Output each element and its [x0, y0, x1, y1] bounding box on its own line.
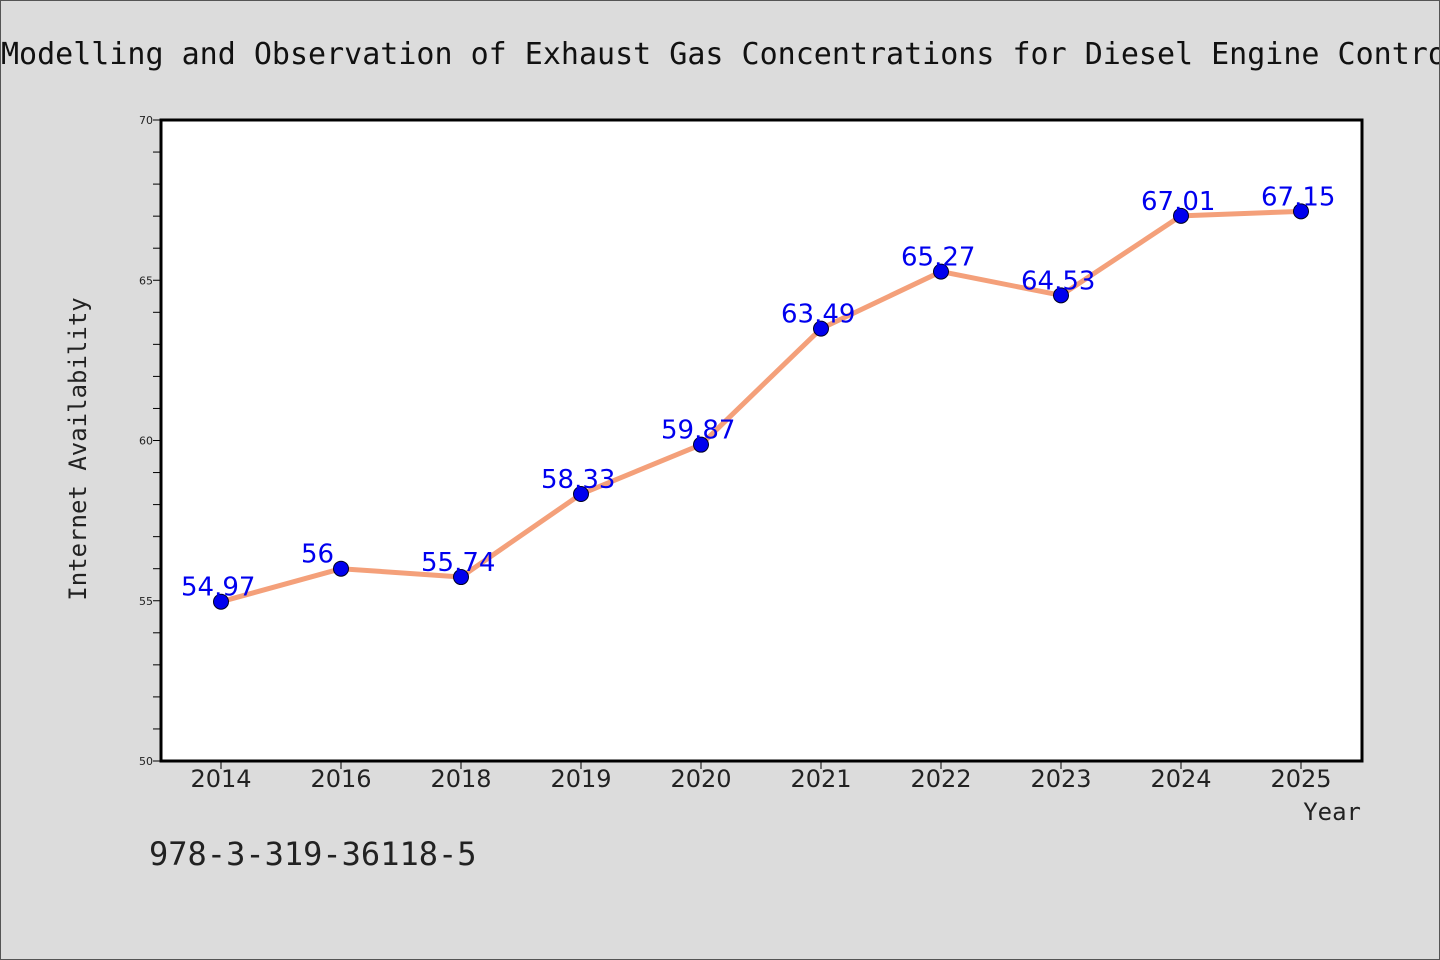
x-tick-label: 2021 — [790, 765, 851, 793]
data-point — [1053, 287, 1069, 304]
data-label: 67.01 — [1141, 187, 1215, 217]
data-label: 55.74 — [421, 548, 495, 578]
footnote-isbn: 978-3-319-36118-5 — [149, 835, 477, 873]
chart-title: Modelling and Observation of Exhaust Gas… — [1, 37, 1439, 72]
y-tick-label: 50 — [139, 755, 153, 768]
x-tick-label: 2025 — [1270, 765, 1331, 793]
y-tick-label: 65 — [139, 274, 153, 287]
x-tick-label: 2018 — [430, 765, 491, 793]
x-tick-label: 2014 — [190, 765, 251, 793]
x-tick-label: 2016 — [310, 765, 371, 793]
data-point — [213, 593, 229, 610]
data-label: 67.15 — [1261, 182, 1335, 212]
y-axis-label: Internet Availability — [64, 297, 92, 600]
data-label: 65.27 — [901, 243, 975, 273]
data-label: 63.49 — [781, 300, 855, 330]
data-point — [573, 486, 589, 503]
data-label: 56 — [301, 540, 334, 570]
y-tick-label: 60 — [139, 435, 153, 448]
y-tick-label: 70 — [139, 114, 153, 127]
data-point — [933, 263, 949, 280]
data-label: 64.53 — [1021, 266, 1095, 296]
x-tick-label: 2023 — [1030, 765, 1091, 793]
data-point — [1293, 203, 1309, 220]
data-label: 59.87 — [661, 416, 735, 446]
x-tick-label: 2019 — [550, 765, 611, 793]
data-point — [333, 560, 349, 577]
x-axis-label: Year — [1303, 798, 1361, 826]
x-tick-label: 2020 — [670, 765, 731, 793]
series-line — [218, 208, 1304, 605]
data-label: 54.97 — [181, 573, 255, 603]
data-point — [453, 569, 469, 586]
y-tick-label: 55 — [139, 595, 153, 608]
data-point — [693, 436, 709, 453]
series-line-group — [213, 203, 1309, 610]
x-tick-label: 2024 — [1150, 765, 1211, 793]
data-point — [813, 320, 829, 337]
data-label: 58.33 — [541, 465, 615, 495]
data-labels: 54.97 56 55.74 58.33 59.87 63.49 65.27 64.53 67.… — [181, 182, 1335, 602]
x-tick-label: 2022 — [910, 765, 971, 793]
x-axis: 2014 2016 2018 2019 2020 2021 2022 2023 2024 2025 — [190, 761, 1332, 793]
y-axis: 50 55 60 65 70 — [139, 114, 161, 768]
data-point — [1173, 207, 1189, 224]
